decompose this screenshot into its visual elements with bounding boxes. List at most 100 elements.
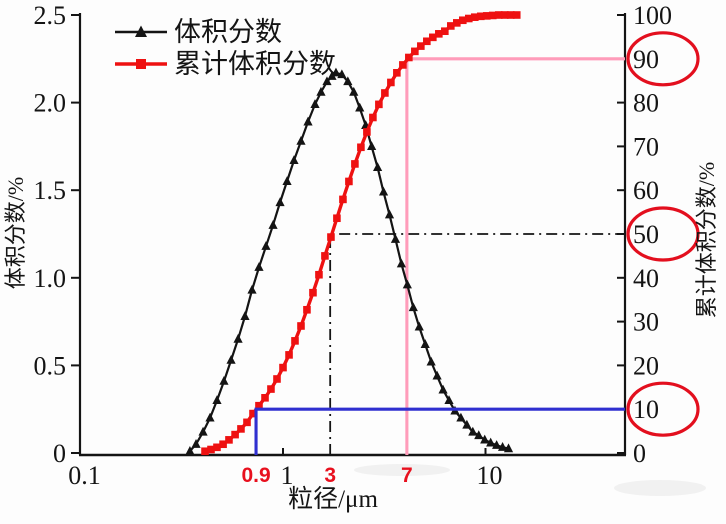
triangle-marker <box>322 76 332 86</box>
x-tick-label: 1 <box>281 461 294 490</box>
x-tick-label: 10 <box>477 461 503 490</box>
triangle-marker <box>205 412 215 422</box>
square-marker <box>393 69 401 77</box>
left-tick-label: 0.5 <box>34 351 67 380</box>
square-marker <box>447 22 455 30</box>
right-tick-label: 40 <box>633 264 659 293</box>
triangle-marker <box>378 186 389 196</box>
square-marker <box>351 160 359 168</box>
square-marker <box>279 363 287 372</box>
right-tick-label: 30 <box>633 308 659 337</box>
triangle-marker-icon <box>115 25 167 37</box>
triangle-marker <box>261 241 271 250</box>
triangle-marker <box>198 426 208 436</box>
triangle-marker <box>310 99 320 108</box>
triangle-marker <box>254 262 264 271</box>
smudge <box>614 480 706 496</box>
triangle-marker <box>226 354 236 364</box>
triangle-marker <box>420 339 430 348</box>
guide-x-label-d90: 7 <box>401 464 413 487</box>
square-marker <box>315 270 323 279</box>
triangle-marker <box>462 419 472 429</box>
series-line-1 <box>204 13 517 453</box>
left-tick-label: 2.0 <box>34 89 67 118</box>
smudge <box>354 464 450 476</box>
right-tick-label: 70 <box>633 132 659 161</box>
triangle-marker <box>497 442 508 451</box>
watermark-smudges <box>354 464 706 496</box>
triangle-marker <box>240 311 250 320</box>
triangle-marker <box>212 395 222 405</box>
square-marker <box>512 11 521 19</box>
square-marker <box>237 425 245 433</box>
triangle-marker <box>247 284 257 294</box>
triangle-marker <box>390 234 401 243</box>
triangle-marker <box>438 384 448 394</box>
square-marker <box>255 401 263 410</box>
left-tick-label: 0 <box>53 439 66 468</box>
square-marker <box>309 288 317 297</box>
triangle-marker <box>474 430 484 440</box>
square-marker <box>500 11 509 19</box>
triangle-marker <box>486 437 496 447</box>
guide-line-d10 <box>254 407 625 455</box>
square-marker <box>297 322 305 330</box>
square-marker <box>249 409 257 418</box>
legend: 体积分数 累计体积分数 <box>114 16 336 80</box>
square-marker <box>488 11 497 20</box>
triangle-marker <box>289 155 299 165</box>
square-marker <box>357 143 365 152</box>
triangle-marker <box>414 321 424 331</box>
square-marker <box>494 11 503 19</box>
triangle-marker <box>349 86 359 96</box>
triangle-marker <box>426 356 436 366</box>
circled-value-10 <box>626 381 700 437</box>
triangle-marker <box>282 176 292 186</box>
square-marker <box>243 418 251 427</box>
square-marker <box>267 385 275 393</box>
guide-lines-front <box>254 407 625 455</box>
square-marker <box>201 447 209 456</box>
square-marker <box>273 375 281 383</box>
right-tick-label: 100 <box>633 1 672 30</box>
square-marker <box>303 305 311 314</box>
square-marker <box>261 394 269 402</box>
guide-line-d50 <box>329 233 625 455</box>
square-marker <box>387 78 395 87</box>
guide-x-label-d50: 3 <box>324 464 336 487</box>
right-tick-label: 10 <box>633 395 659 424</box>
circled-value-90 <box>626 31 700 87</box>
circled-value-ellipses <box>626 31 700 437</box>
triangle-marker <box>355 102 365 112</box>
triangle-marker <box>233 333 243 343</box>
square-marker <box>345 177 353 186</box>
left-tick-label: 1.5 <box>34 176 67 205</box>
square-marker <box>423 37 431 46</box>
triangle-marker <box>275 197 285 207</box>
right-tick-label: 80 <box>633 89 659 118</box>
left-tick-label: 1.0 <box>34 264 67 293</box>
triangle-marker <box>185 446 195 455</box>
triangle-marker <box>191 439 201 448</box>
legend-item-volume: 体积分数 <box>114 16 336 48</box>
square-marker <box>429 33 437 42</box>
triangle-marker <box>408 302 418 312</box>
left-axis-title: 体积分数/% <box>3 176 28 290</box>
triangle-marker <box>343 76 353 86</box>
triangle-marker <box>396 258 406 268</box>
x-tick-label: 0.1 <box>68 461 101 490</box>
square-marker <box>464 14 473 23</box>
square-marker <box>321 252 329 260</box>
square-marker <box>285 351 293 359</box>
right-tick-label: 60 <box>633 176 659 205</box>
triangle-marker <box>303 116 313 126</box>
triangle-marker <box>444 395 454 405</box>
square-marker <box>339 195 347 204</box>
guide-line-d90 <box>405 57 625 455</box>
axes-layer: 0 0.5 1.0 1.5 2.0 2.5 0 10 20 30 40 50 60 70 80 90 100 0.… <box>34 1 673 490</box>
right-tick-label: 90 <box>633 45 659 74</box>
triangle-marker <box>456 412 466 422</box>
triangle-marker <box>373 162 383 172</box>
square-marker <box>381 89 389 97</box>
